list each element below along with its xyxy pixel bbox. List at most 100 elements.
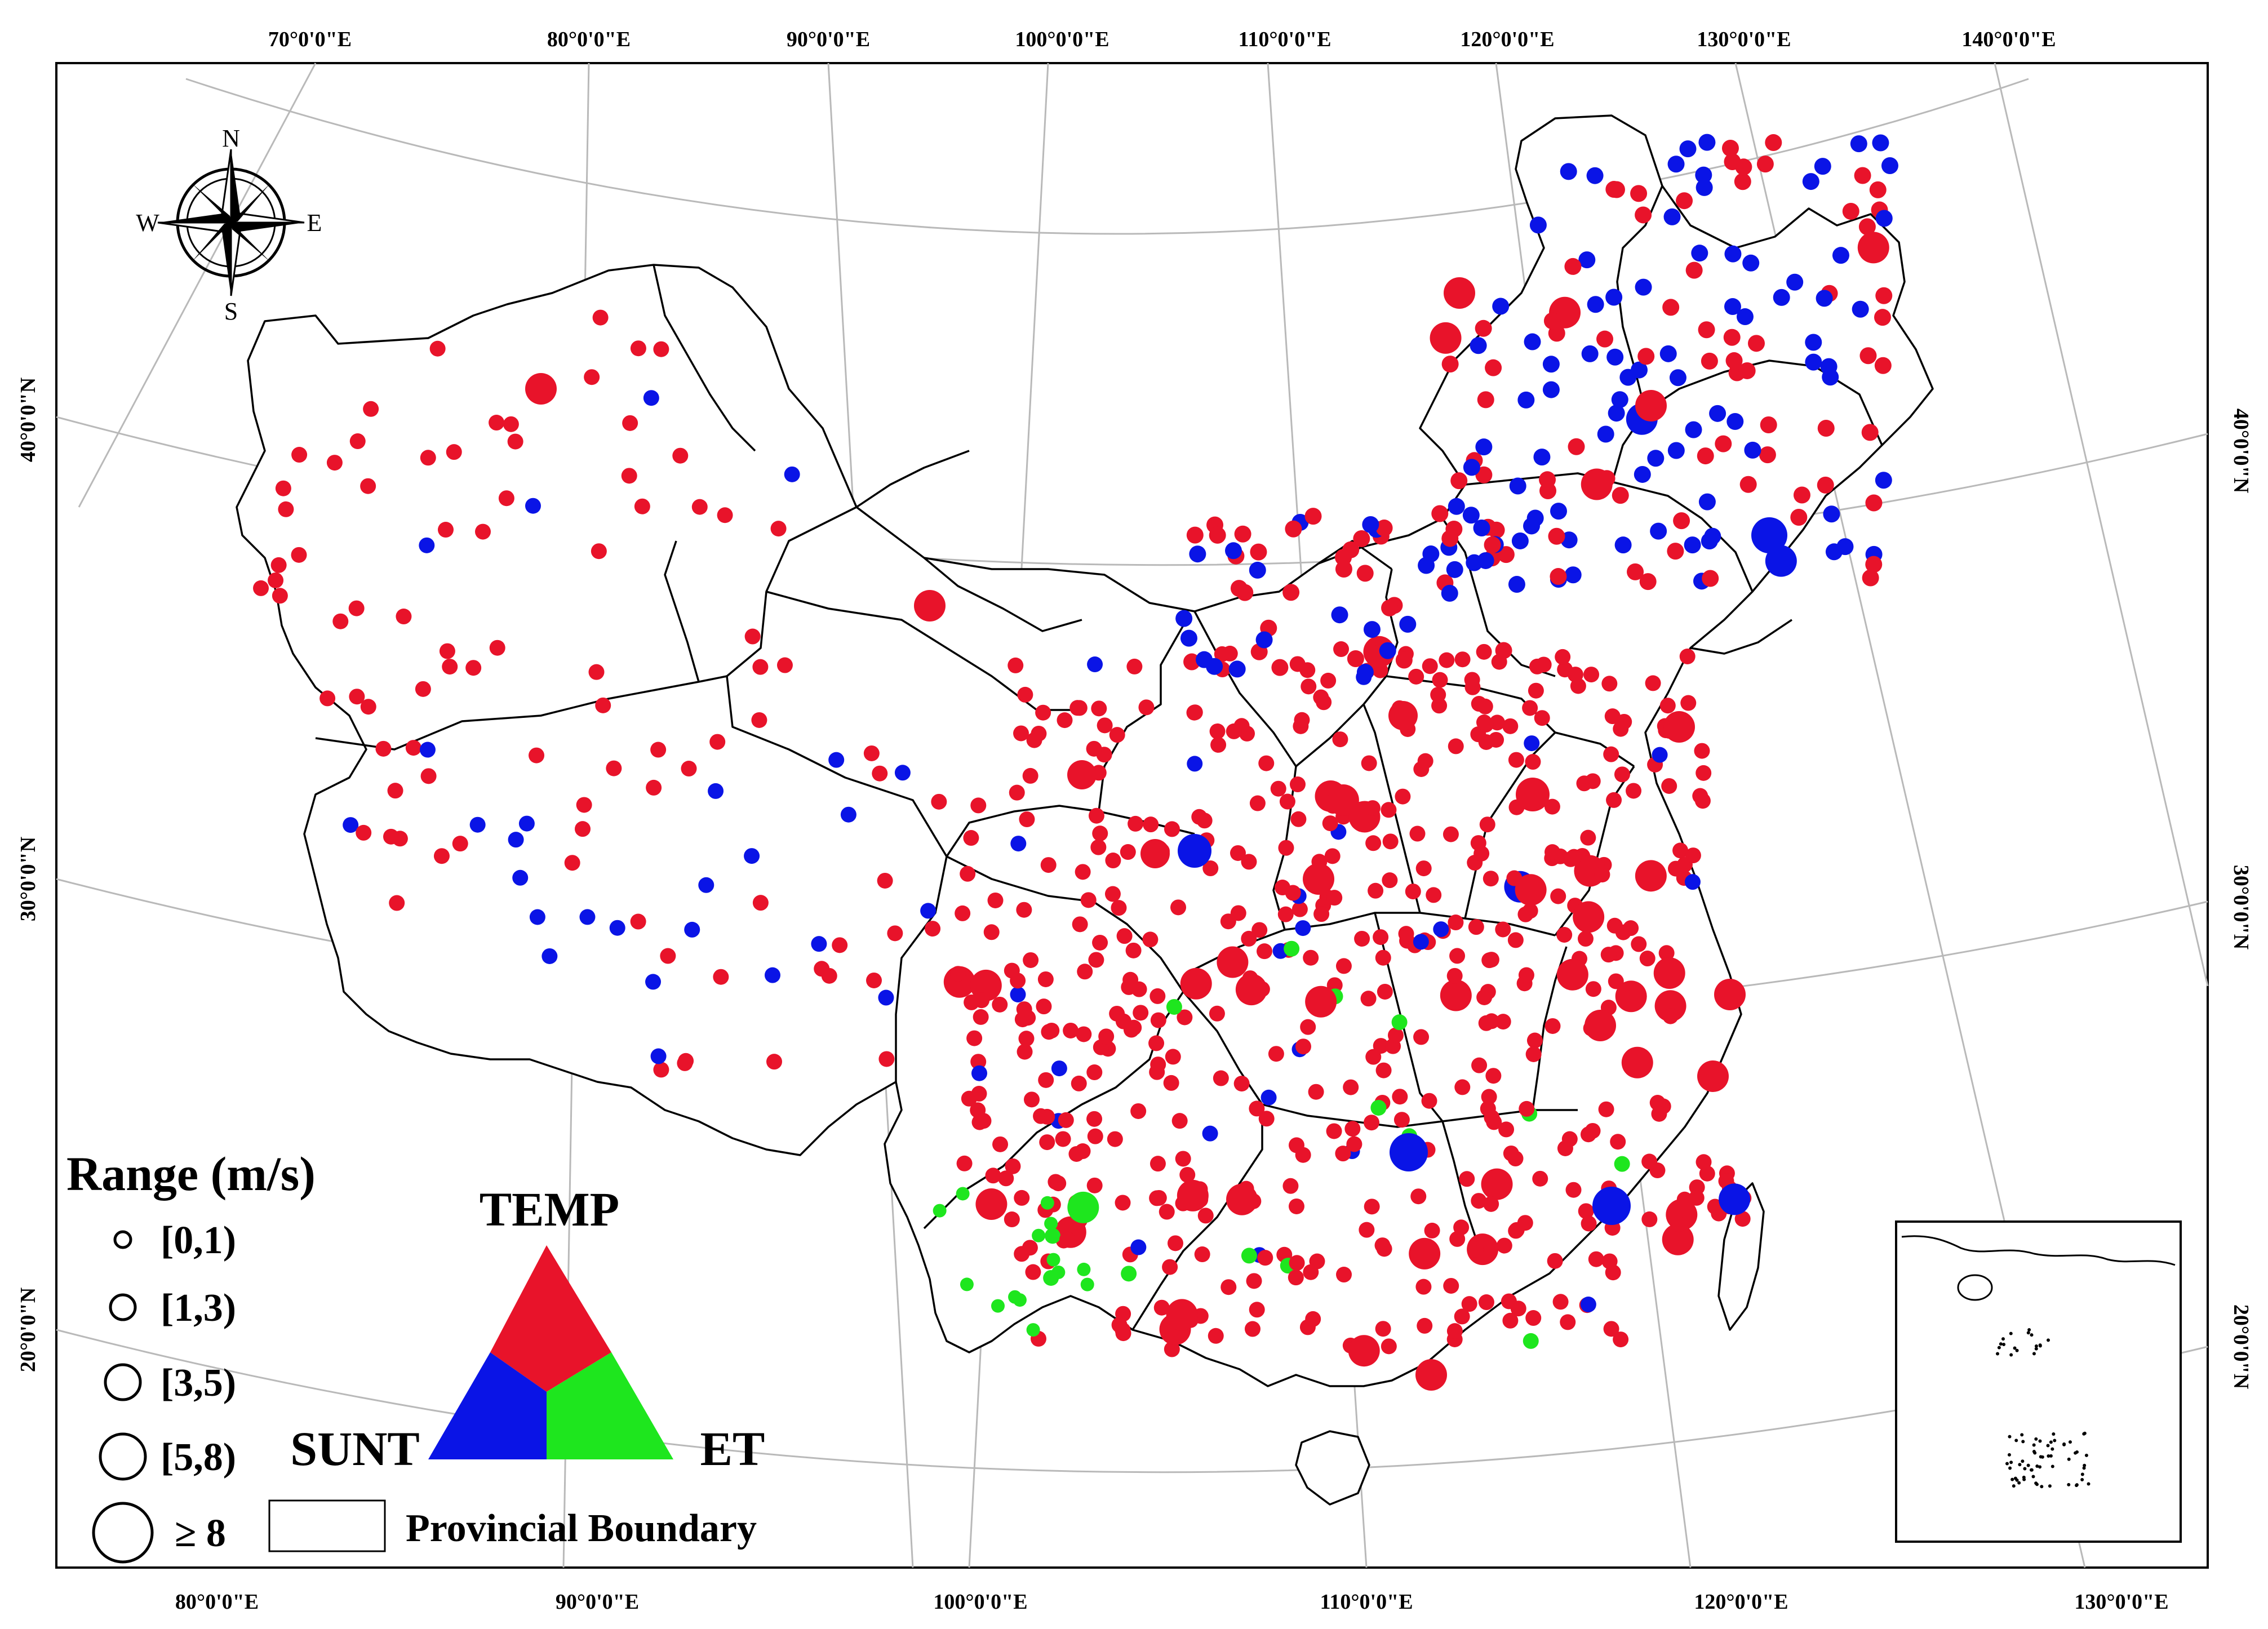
station-marker xyxy=(878,1051,895,1067)
station-marker xyxy=(1326,1123,1342,1139)
station-marker xyxy=(1209,1005,1225,1022)
station-marker xyxy=(1303,863,1334,895)
station-marker xyxy=(1422,658,1438,674)
station-marker xyxy=(744,628,761,645)
inset-island xyxy=(2001,1337,2005,1341)
station-marker xyxy=(1058,1112,1074,1128)
station-marker xyxy=(1087,1128,1103,1144)
station-marker xyxy=(1421,1093,1437,1109)
station-marker xyxy=(1138,699,1155,716)
inset-island xyxy=(2010,1477,2014,1481)
station-marker xyxy=(1448,915,1464,931)
station-marker xyxy=(1039,1134,1055,1151)
station-marker xyxy=(1180,629,1197,647)
station-marker xyxy=(542,948,558,964)
station-marker xyxy=(1177,1009,1193,1026)
station-marker xyxy=(1388,701,1418,730)
station-marker xyxy=(1326,977,1343,993)
station-marker xyxy=(1354,930,1370,947)
station-marker xyxy=(1526,1032,1543,1049)
station-marker xyxy=(1077,964,1093,980)
inset-island xyxy=(2067,1482,2071,1486)
station-marker xyxy=(1196,651,1213,668)
station-marker xyxy=(1543,312,1561,330)
station-marker xyxy=(1336,1267,1352,1283)
station-marker xyxy=(1454,651,1471,668)
left-label-30: 30°0'0"N xyxy=(16,837,40,921)
station-marker xyxy=(1662,1223,1694,1255)
station-marker xyxy=(1382,872,1398,889)
station-marker xyxy=(1035,704,1051,721)
station-marker xyxy=(1432,672,1448,688)
station-marker xyxy=(1376,1241,1392,1257)
inset-island xyxy=(2021,1459,2025,1463)
station-marker xyxy=(672,447,689,464)
station-marker xyxy=(1667,156,1685,173)
station-marker xyxy=(1365,1049,1382,1065)
inset-island xyxy=(2027,1328,2031,1332)
station-marker xyxy=(1641,1211,1658,1227)
station-marker xyxy=(429,340,446,357)
station-marker xyxy=(1544,798,1560,815)
station-marker xyxy=(433,848,450,864)
inset-island xyxy=(2034,1347,2038,1351)
station-marker xyxy=(630,340,646,357)
station-marker xyxy=(1361,755,1377,771)
station-marker xyxy=(1036,998,1052,1015)
ternary-sunt-region xyxy=(428,1352,547,1459)
station-marker xyxy=(992,1136,1009,1152)
station-marker xyxy=(1623,920,1639,936)
station-marker xyxy=(529,747,545,764)
taiwan-island xyxy=(1717,1182,1765,1331)
station-marker xyxy=(1443,1277,1459,1294)
station-marker xyxy=(1854,167,1871,184)
station-marker xyxy=(1734,173,1751,190)
station-marker xyxy=(1417,753,1433,769)
station-marker xyxy=(1257,1250,1273,1266)
station-marker xyxy=(1217,946,1249,978)
station-marker xyxy=(1301,678,1317,695)
station-marker xyxy=(1097,717,1113,734)
station-marker xyxy=(1080,892,1097,908)
station-marker xyxy=(1092,825,1108,842)
station-marker xyxy=(1529,216,1547,234)
station-marker xyxy=(405,740,421,756)
station-marker xyxy=(1475,466,1493,483)
station-marker xyxy=(1524,735,1540,752)
station-marker xyxy=(784,466,800,482)
station-marker xyxy=(1424,1222,1440,1239)
station-marker xyxy=(933,1204,947,1218)
bottom-label-110: 110°0'0"E xyxy=(1320,1590,1413,1614)
station-marker xyxy=(1131,981,1147,997)
station-marker xyxy=(1875,472,1892,489)
station-marker xyxy=(1418,557,1435,574)
station-marker xyxy=(1448,738,1464,754)
station-marker xyxy=(1209,723,1226,739)
station-marker xyxy=(1441,530,1459,547)
inset-island xyxy=(2050,1464,2054,1468)
station-marker xyxy=(1592,1187,1631,1225)
station-marker xyxy=(1588,1251,1604,1267)
right-label-20: 20°0'0"N xyxy=(2229,1304,2253,1389)
legend-label-0: [0,1) xyxy=(161,1219,236,1262)
station-marker xyxy=(518,815,535,832)
station-marker xyxy=(1647,450,1665,467)
station-marker xyxy=(1288,1270,1304,1286)
inset-island xyxy=(2026,1463,2030,1467)
province-line xyxy=(1690,619,1792,655)
station-marker xyxy=(1694,743,1710,759)
station-marker xyxy=(1550,568,1567,585)
legend-circle-4 xyxy=(92,1502,154,1564)
station-marker xyxy=(1130,1103,1147,1119)
station-marker xyxy=(1477,698,1493,714)
station-marker xyxy=(253,580,269,596)
station-marker xyxy=(1313,906,1330,922)
station-marker xyxy=(1120,844,1136,860)
station-marker xyxy=(1017,686,1033,703)
station-marker xyxy=(1510,1300,1526,1317)
station-marker xyxy=(1696,1154,1712,1170)
station-marker xyxy=(1495,642,1512,659)
station-marker xyxy=(1508,576,1525,593)
station-marker xyxy=(591,543,607,560)
station-marker xyxy=(1654,990,1686,1022)
